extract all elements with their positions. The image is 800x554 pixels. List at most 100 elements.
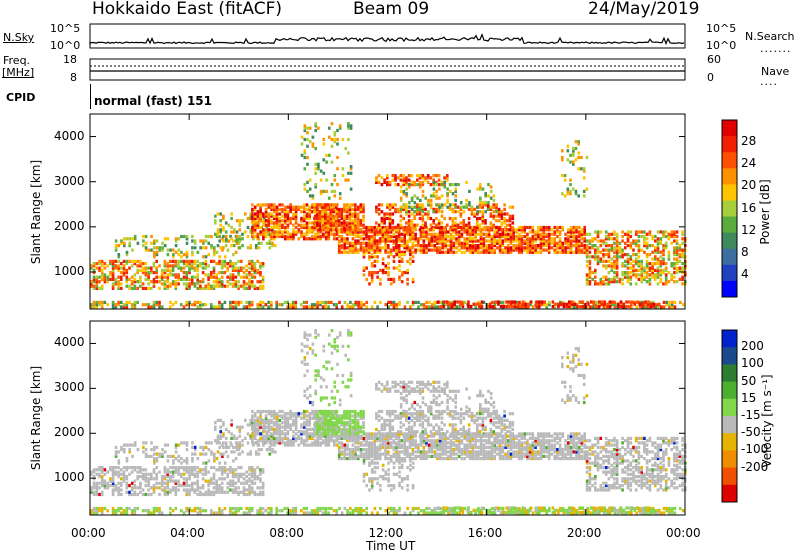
power-cell — [292, 232, 295, 236]
velocity-cell — [218, 511, 221, 515]
power-cell — [634, 253, 638, 257]
power-cell — [407, 214, 411, 218]
power-cell — [588, 280, 592, 284]
velocity-cell — [111, 488, 115, 492]
power-cell — [161, 241, 164, 245]
velocity-cell — [219, 430, 222, 434]
velocity-cell — [268, 445, 272, 449]
power-cell — [675, 250, 679, 254]
power-cell — [589, 305, 592, 309]
power-cell — [249, 214, 252, 218]
power-cell — [665, 303, 668, 307]
velocity-cell — [155, 481, 158, 485]
power-cell — [238, 239, 242, 243]
power-cell — [220, 280, 224, 284]
power-cell — [92, 275, 96, 279]
velocity-cell — [92, 486, 96, 490]
power-cell — [399, 196, 403, 200]
velocity-cell — [240, 466, 243, 470]
power-cell — [191, 239, 194, 243]
velocity-cell — [251, 427, 254, 431]
power-cell — [270, 205, 273, 209]
power-cell — [670, 230, 673, 234]
power-cell — [531, 237, 535, 241]
power-cell — [406, 248, 409, 252]
power-cell — [139, 275, 142, 279]
velocity-cell — [249, 418, 252, 422]
velocity-cell — [215, 457, 219, 461]
power-cell — [489, 214, 493, 218]
power-cell — [561, 174, 564, 178]
power-cell — [324, 303, 328, 307]
power-cell — [446, 223, 449, 227]
power-cell — [384, 266, 388, 270]
power-cell — [625, 300, 628, 304]
power-cell — [240, 300, 243, 304]
power-cell — [484, 228, 487, 232]
power-cell — [180, 277, 183, 281]
power-cell — [405, 207, 408, 211]
power-cell — [330, 232, 333, 236]
power-cell — [409, 253, 412, 257]
velocity-cell — [160, 511, 164, 515]
power-cell — [470, 207, 474, 211]
power-cell — [430, 237, 434, 241]
power-cell — [324, 207, 327, 211]
power-cell — [386, 212, 389, 216]
power-cell — [477, 246, 480, 250]
power-cell — [174, 284, 178, 288]
power-cell — [535, 304, 538, 309]
power-cell — [275, 230, 279, 234]
velocity-cell — [204, 470, 208, 474]
power-cell — [495, 205, 498, 209]
velocity-cell — [220, 488, 224, 492]
power-cell — [500, 210, 504, 214]
power-cell — [376, 241, 379, 245]
velocity-cell — [253, 477, 257, 481]
velocity-cell — [251, 432, 254, 436]
velocity-cell — [259, 432, 262, 436]
power-cell — [675, 268, 679, 272]
power-cell — [354, 216, 357, 221]
velocity-cell — [215, 481, 218, 485]
power-cell — [681, 255, 684, 259]
velocity-cell — [190, 468, 194, 472]
power-cell — [325, 160, 328, 164]
power-cell — [218, 262, 221, 266]
velocity-cell — [199, 509, 202, 513]
velocity-cell — [166, 481, 169, 485]
velocity-cell — [261, 470, 265, 474]
power-cell — [662, 230, 665, 234]
power-cell — [667, 234, 671, 239]
power-cell — [441, 250, 445, 254]
velocity-cell — [321, 511, 325, 515]
velocity-cell — [231, 472, 235, 476]
power-cell — [329, 216, 333, 221]
power-cell — [335, 237, 339, 241]
power-cell — [427, 201, 430, 205]
power-cell — [308, 210, 311, 214]
power-cell — [348, 210, 352, 214]
power-cell — [336, 183, 339, 187]
power-cell — [465, 223, 468, 227]
power-cell — [408, 246, 412, 250]
power-cell — [222, 234, 225, 239]
power-cell — [147, 305, 150, 309]
power-cell — [392, 241, 396, 245]
velocity-cell — [152, 477, 156, 481]
velocity-cell — [275, 439, 279, 443]
power-cell — [259, 286, 262, 290]
power-cell — [528, 248, 532, 252]
power-cell — [391, 203, 395, 207]
power-cell — [602, 280, 605, 284]
velocity-cell — [660, 511, 663, 515]
velocity-cell — [133, 509, 137, 513]
power-cell — [289, 305, 292, 309]
power-cell — [474, 246, 477, 250]
power-cell — [193, 262, 197, 266]
power-cell — [188, 262, 191, 266]
power-cell — [637, 259, 641, 263]
velocity-cell — [263, 423, 266, 427]
velocity-cell — [230, 423, 233, 427]
power-cell — [120, 262, 123, 266]
